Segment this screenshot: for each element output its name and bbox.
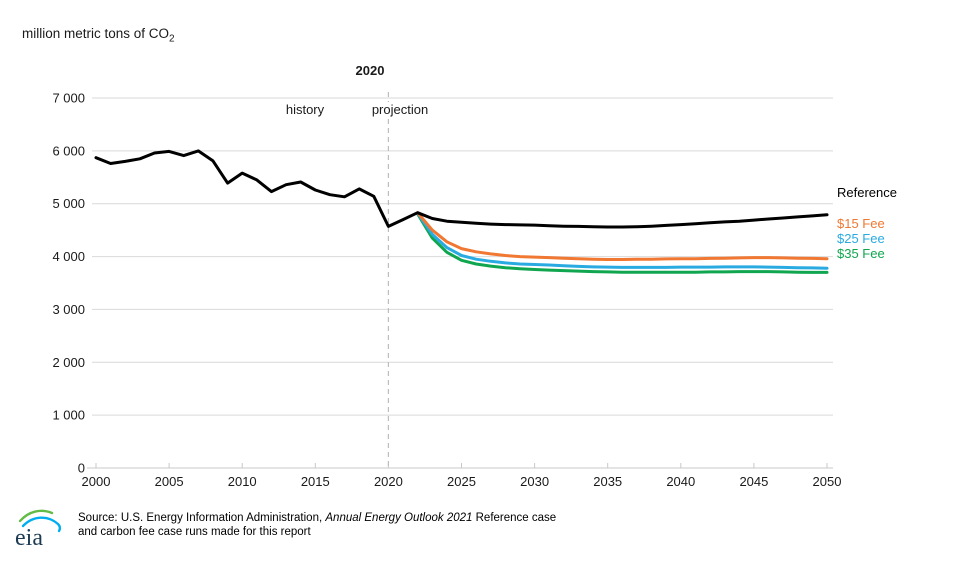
- eia-logo-text: eia: [15, 525, 43, 551]
- series-line--35-fee: [416, 212, 829, 274]
- source-line-2: and carbon fee case runs made for this r…: [78, 526, 311, 538]
- y-tick-label-3000: 3 000: [52, 302, 85, 317]
- series-line-reference: [94, 149, 829, 229]
- legend-item-25-fee: $25 Fee: [837, 231, 885, 246]
- eia-logo-green-arc: [18, 509, 54, 523]
- history-label: history: [285, 102, 325, 117]
- y-tick-label-0: 0: [78, 461, 85, 476]
- x-tick-label-2045: 2045: [739, 474, 768, 489]
- legend-item-reference: Reference: [837, 185, 897, 200]
- x-tick-label-2035: 2035: [593, 474, 622, 489]
- projection-label-text: projection: [368, 102, 432, 117]
- y-tick-label-7000: 7 000: [52, 91, 85, 106]
- eia-logo: eia: [15, 509, 62, 551]
- x-tick-label-2005: 2005: [155, 474, 184, 489]
- y-tick-label-5000: 5 000: [52, 196, 85, 211]
- source-text: Source: U.S. Energy Information Administ…: [78, 511, 556, 539]
- y-tick-label-1000: 1 000: [52, 408, 85, 423]
- series-line--15-fee: [416, 211, 829, 261]
- unit-label-subscript: 2: [169, 33, 175, 45]
- x-tick-label-2025: 2025: [447, 474, 476, 489]
- x-tick-label-2000: 2000: [82, 474, 111, 489]
- source-line-1: Source: U.S. Energy Information Administ…: [78, 511, 556, 525]
- x-tick-label-2020: 2020: [374, 474, 403, 489]
- legend-item-35-fee: $35 Fee: [837, 246, 885, 261]
- source-line1-prefix: Source: U.S. Energy Information Administ…: [78, 512, 326, 524]
- eia-logo-blue-arc: [21, 516, 62, 533]
- y-tick-label-4000: 4 000: [52, 249, 85, 264]
- y-tick-label-2000: 2 000: [52, 355, 85, 370]
- x-tick-label-2050: 2050: [813, 474, 842, 489]
- x-tick-label-2030: 2030: [520, 474, 549, 489]
- projection-label: projection: [350, 102, 450, 117]
- x-tick-label-2040: 2040: [666, 474, 695, 489]
- source-line1-suffix: Reference case: [472, 512, 557, 524]
- divider-year-label: 2020: [355, 63, 385, 78]
- unit-label-text: million metric tons of CO: [22, 26, 170, 41]
- y-axis-unit-label: million metric tons of CO2: [22, 26, 175, 45]
- x-tick-label-2010: 2010: [228, 474, 257, 489]
- series-line--25-fee: [416, 211, 829, 270]
- x-tick-label-2015: 2015: [301, 474, 330, 489]
- legend-item-15-fee: $15 Fee: [837, 216, 885, 231]
- y-tick-label-6000: 6 000: [52, 143, 85, 158]
- source-line1-italic: Annual Energy Outlook 2021: [325, 512, 473, 524]
